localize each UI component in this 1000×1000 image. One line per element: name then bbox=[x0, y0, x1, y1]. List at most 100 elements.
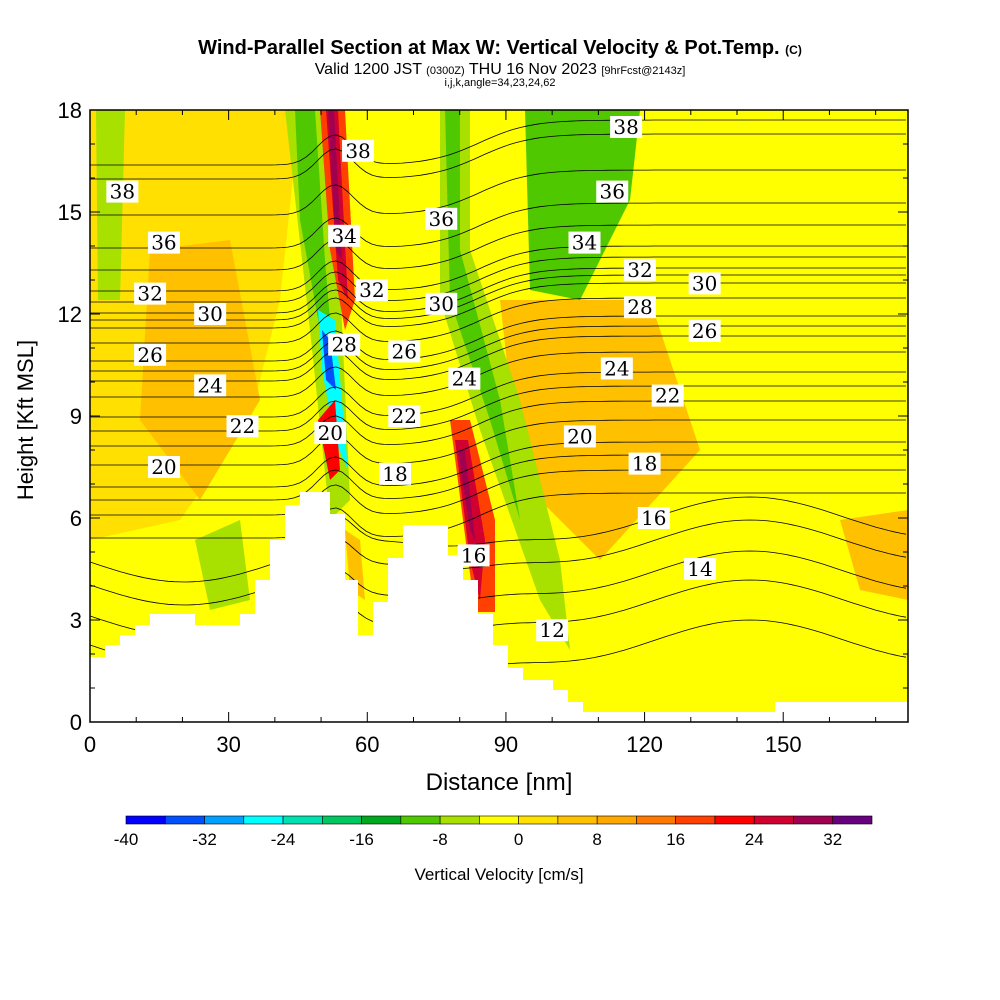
colorbar-bin bbox=[557, 815, 598, 825]
x-tick-label: 60 bbox=[355, 732, 379, 757]
colorbar-tick-label: -16 bbox=[349, 830, 374, 849]
contour-label-box bbox=[379, 462, 412, 485]
y-axis-label: Height [Kft MSL] bbox=[13, 340, 38, 500]
colorbar-bin bbox=[714, 815, 755, 825]
contour-label: 38 bbox=[110, 180, 135, 204]
isentrope-line bbox=[90, 315, 906, 362]
colorbar-bin bbox=[243, 815, 284, 825]
contour-label-box bbox=[600, 357, 633, 380]
contour-label-box bbox=[342, 139, 375, 162]
contour-label-box bbox=[448, 367, 481, 390]
contour-label-box bbox=[596, 180, 629, 203]
isentrope-line bbox=[90, 325, 906, 372]
downdraft-upper-right bbox=[525, 110, 640, 300]
colorbar-bin bbox=[439, 815, 480, 825]
colorbar-bin bbox=[596, 815, 637, 825]
colorbar-bin bbox=[518, 815, 559, 825]
colorbar-bin bbox=[204, 815, 245, 825]
contour-label-box bbox=[637, 507, 670, 529]
utc-time: (0300Z) bbox=[426, 65, 465, 77]
colorbar-tick-label: -8 bbox=[433, 830, 448, 849]
isentrope-line bbox=[90, 224, 906, 271]
contour-label-box bbox=[388, 405, 421, 427]
y-tick-label: 15 bbox=[58, 200, 82, 225]
contour-label: 32 bbox=[627, 258, 652, 282]
colorbar-bin bbox=[793, 815, 834, 825]
contour-label: 36 bbox=[599, 180, 624, 204]
contour-label-box bbox=[134, 343, 167, 366]
contour-label-box bbox=[226, 415, 259, 438]
colorbar-bin bbox=[400, 815, 441, 825]
isentrope-line bbox=[90, 441, 906, 488]
isentrope-line bbox=[90, 245, 906, 292]
isentrope-line bbox=[90, 519, 907, 606]
isentrope-line bbox=[90, 385, 906, 432]
contour-label: 12 bbox=[539, 618, 564, 642]
x-tick-label: 150 bbox=[765, 732, 802, 757]
contour-label: 18 bbox=[632, 452, 657, 476]
colorbar-bin bbox=[322, 815, 362, 825]
contour-label-box bbox=[194, 374, 227, 397]
contour-label: 26 bbox=[392, 339, 417, 363]
colorbar-bin bbox=[832, 815, 873, 825]
forecast-info: [9hrFcst@2143z] bbox=[601, 65, 686, 77]
contour-label-box bbox=[688, 272, 721, 295]
colorbar-label: Vertical Velocity [cm/s] bbox=[414, 865, 583, 884]
contour-label: 24 bbox=[197, 373, 222, 397]
valid-date: THU 16 Nov 2023 bbox=[468, 61, 597, 78]
contour-label-box bbox=[425, 292, 458, 315]
contour-label: 34 bbox=[331, 224, 356, 248]
colorbar-tick-label: 32 bbox=[823, 830, 842, 849]
colorbar-bin bbox=[361, 815, 402, 825]
contour-label: 14 bbox=[687, 557, 712, 581]
colorbar-tick-label: 0 bbox=[514, 830, 523, 849]
contour-label: 32 bbox=[137, 282, 162, 306]
isentrope-line bbox=[90, 169, 906, 216]
contour-label: 38 bbox=[345, 139, 370, 163]
isentrope-line bbox=[90, 351, 906, 398]
downdraft-band-b bbox=[440, 110, 570, 650]
colorbar-tick-label: 24 bbox=[745, 830, 764, 849]
contour-label-box bbox=[563, 425, 596, 448]
isentrope-line bbox=[90, 496, 907, 583]
isentrope-line bbox=[90, 119, 906, 166]
contour-label: 22 bbox=[230, 414, 255, 438]
colorbar-bin bbox=[479, 815, 519, 825]
y-tick-label: 6 bbox=[70, 506, 82, 531]
isentrope-line bbox=[90, 419, 906, 466]
chart-title: Wind-Parallel Section at Max W: Vertical… bbox=[0, 37, 1000, 60]
isentrope-line bbox=[90, 454, 906, 501]
y-tick-label: 0 bbox=[70, 710, 82, 735]
y-tick-label: 12 bbox=[58, 302, 82, 327]
title-text: Wind-Parallel Section at Max W: Vertical… bbox=[198, 37, 780, 59]
updraft-mid bbox=[500, 300, 700, 560]
y-tick-label: 18 bbox=[58, 98, 82, 123]
contour-label-box bbox=[688, 320, 721, 342]
chart-subtitle: Valid 1200 JST (0300Z) THU 16 Nov 2023 [… bbox=[0, 61, 1000, 79]
contour-label: 20 bbox=[318, 421, 343, 445]
contour-label-box bbox=[355, 279, 388, 302]
y-tick-label: 9 bbox=[70, 404, 82, 429]
contour-label: 28 bbox=[331, 333, 356, 357]
isentrope-line bbox=[90, 469, 906, 516]
contour-label-box bbox=[457, 544, 490, 567]
contour-label-box bbox=[388, 340, 421, 363]
contour-label-box bbox=[628, 452, 661, 475]
contour-label-box bbox=[328, 333, 361, 356]
isentrope-line bbox=[90, 282, 906, 329]
contour-label-box bbox=[623, 296, 656, 319]
valid-time: Valid 1200 JST bbox=[314, 61, 422, 78]
contour-label: 34 bbox=[572, 231, 597, 255]
colorbar-tick-label: 8 bbox=[592, 830, 601, 849]
downdraft-lower-left bbox=[195, 520, 250, 610]
contour-label: 32 bbox=[359, 278, 384, 302]
title-mark: (C) bbox=[785, 43, 802, 57]
contour-label: 22 bbox=[655, 384, 680, 408]
contour-label: 22 bbox=[392, 404, 417, 428]
contour-label-box bbox=[106, 180, 139, 203]
contour-label: 28 bbox=[627, 295, 652, 319]
x-tick-label: 90 bbox=[494, 732, 518, 757]
isentrope-line bbox=[90, 297, 906, 344]
x-axis-label: Distance [nm] bbox=[426, 769, 573, 796]
